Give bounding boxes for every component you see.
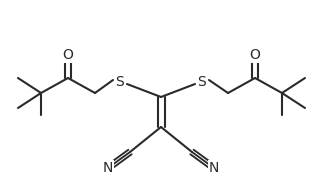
Text: S: S — [198, 75, 206, 89]
Text: N: N — [103, 161, 113, 175]
Text: O: O — [250, 48, 260, 62]
Text: S: S — [116, 75, 124, 89]
Text: N: N — [209, 161, 219, 175]
Text: O: O — [63, 48, 73, 62]
